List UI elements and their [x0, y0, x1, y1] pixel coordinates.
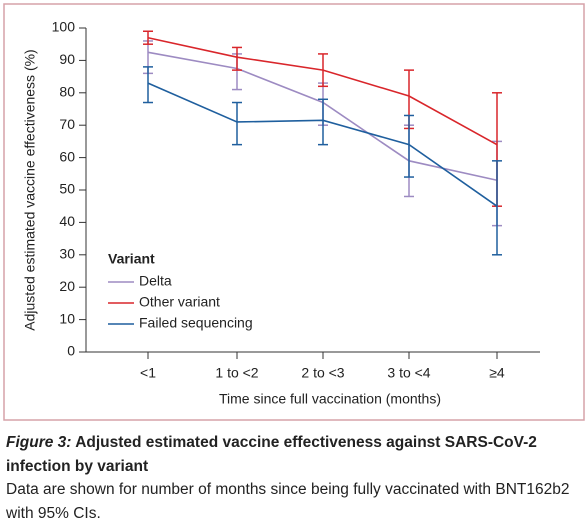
x-tick-label: 3 to <4: [387, 365, 430, 381]
y-tick-label: 70: [59, 116, 75, 132]
y-tick-label: 60: [59, 148, 75, 164]
x-tick-label: <1: [140, 365, 156, 381]
series-line: [147, 82, 498, 207]
legend-label: Failed sequencing: [139, 315, 253, 331]
chart-frame: [3, 3, 585, 421]
x-tick-label: ≥4: [489, 365, 505, 381]
y-tick-label: 30: [59, 246, 75, 262]
legend-title: Variant: [108, 251, 155, 267]
y-tick-label: 10: [59, 310, 75, 326]
caption-label: Figure 3:: [6, 434, 72, 451]
y-tick-label: 0: [67, 343, 75, 359]
x-tick-label: 2 to <3: [301, 365, 344, 381]
y-tick-label: 80: [59, 84, 75, 100]
y-tick-label: 40: [59, 213, 75, 229]
y-tick-label: 20: [59, 278, 75, 294]
x-axis-label: Time since full vaccination (months): [219, 391, 441, 407]
y-tick-label: 50: [59, 181, 75, 197]
caption: Figure 3: Adjusted estimated vaccine eff…: [6, 431, 584, 525]
caption-title: Adjusted estimated vaccine effectiveness…: [6, 434, 537, 475]
x-tick-label: 1 to <2: [215, 365, 258, 381]
y-tick-label: 100: [52, 19, 76, 35]
legend-label: Delta: [139, 273, 172, 289]
series-line: [147, 36, 498, 146]
y-tick-label: 90: [59, 51, 75, 67]
chart: Adjusted estimated vaccine effectiveness…: [3, 3, 585, 421]
caption-text: Data are shown for number of months sinc…: [6, 481, 570, 522]
legend-label: Other variant: [139, 294, 220, 310]
y-axis-label: Adjusted estimated vaccine effectiveness…: [22, 49, 38, 330]
